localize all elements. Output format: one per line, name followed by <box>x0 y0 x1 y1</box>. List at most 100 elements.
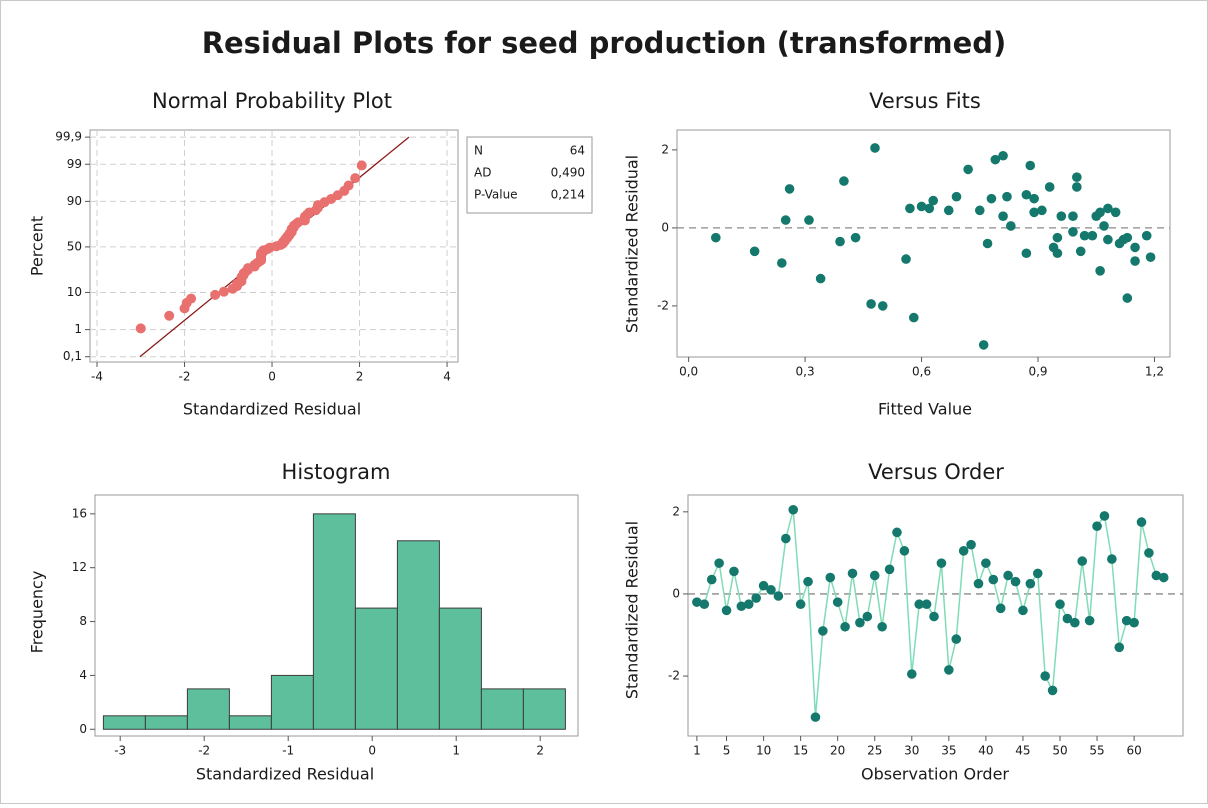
point <box>835 236 845 247</box>
point <box>1130 242 1140 253</box>
point <box>944 665 954 675</box>
point <box>1068 211 1078 221</box>
point <box>958 546 969 556</box>
x-tick-label: 10 <box>756 744 771 758</box>
subplot-title: Histogram <box>282 460 391 484</box>
point <box>751 593 761 603</box>
point <box>1029 193 1039 204</box>
stat-name: N <box>474 144 483 158</box>
point <box>1040 671 1050 681</box>
point <box>877 301 888 311</box>
point <box>1025 578 1036 589</box>
y-tick-label: 99,9 <box>55 130 82 144</box>
point <box>1141 230 1152 241</box>
point <box>810 712 821 722</box>
point <box>905 203 915 214</box>
x-tick-label: 0 <box>368 744 376 758</box>
point <box>1072 172 1082 182</box>
x-tick-label: 15 <box>793 744 808 758</box>
x-tick-label: -2 <box>198 744 210 758</box>
point <box>164 310 175 321</box>
point <box>974 205 985 216</box>
x-axis-label: Standardized Residual <box>183 400 361 419</box>
y-tick-label: 8 <box>79 614 87 628</box>
x-tick-label: 50 <box>1052 744 1067 758</box>
point <box>921 599 932 610</box>
point <box>729 566 739 577</box>
point <box>1158 572 1169 583</box>
point <box>855 617 865 628</box>
y-tick-label: -2 <box>668 669 680 683</box>
point <box>777 258 787 268</box>
point <box>1055 599 1065 610</box>
x-axis-label: Fitted Value <box>878 400 972 419</box>
stat-value: 64 <box>570 144 585 158</box>
point <box>1056 211 1067 221</box>
bar <box>396 540 440 730</box>
point <box>1130 256 1140 266</box>
bar <box>270 674 314 730</box>
point <box>847 568 858 579</box>
point <box>899 546 910 556</box>
x-tick-label: 45 <box>1015 744 1030 758</box>
point <box>804 215 814 225</box>
point <box>736 601 747 612</box>
bar <box>186 688 230 730</box>
y-tick-label: -2 <box>657 298 669 312</box>
point <box>1010 576 1021 587</box>
point <box>218 286 229 297</box>
point <box>866 299 876 309</box>
x-axis-label: Observation Order <box>861 765 1009 784</box>
point <box>815 273 826 284</box>
stat-name: P-Value <box>474 188 518 202</box>
point <box>766 585 776 595</box>
x-tick-label: -1 <box>282 744 294 758</box>
point <box>832 597 843 607</box>
y-tick-label: 10 <box>67 285 82 299</box>
point <box>1099 221 1109 231</box>
point <box>711 232 721 243</box>
point <box>990 154 1001 165</box>
x-tick-label: 35 <box>941 744 956 758</box>
x-tick-label: 0,0 <box>679 365 698 379</box>
x-tick-label: 0,3 <box>796 365 815 379</box>
x-tick-label: 1 <box>693 744 701 758</box>
point <box>1068 226 1078 237</box>
stats-box <box>466 136 593 214</box>
y-tick-label: 0,1 <box>63 349 82 363</box>
point <box>788 504 799 515</box>
point <box>1136 517 1147 527</box>
point <box>1103 203 1113 214</box>
y-tick-label: 0 <box>672 586 680 600</box>
point <box>978 340 989 350</box>
point <box>773 591 784 601</box>
x-tick-label: 40 <box>978 744 993 758</box>
point <box>924 203 935 214</box>
x-tick-label: 0 <box>268 370 276 384</box>
x-tick-label: 0,6 <box>912 365 931 379</box>
point <box>892 527 902 538</box>
point <box>1145 252 1156 262</box>
bar <box>144 715 188 730</box>
bar <box>354 607 398 730</box>
point <box>877 621 887 632</box>
y-tick-label: 99 <box>67 157 82 171</box>
point <box>1129 617 1139 628</box>
point <box>825 572 836 583</box>
point <box>862 611 873 622</box>
x-tick-label: 0,9 <box>1028 365 1047 379</box>
point <box>758 580 769 591</box>
subplot-title: Versus Order <box>868 460 1004 484</box>
point <box>1087 230 1098 241</box>
point <box>1032 568 1043 579</box>
y-axis-label: Percent <box>28 216 47 276</box>
point <box>982 238 993 249</box>
x-axis-label: Standardized Residual <box>196 765 374 784</box>
point <box>1107 554 1117 564</box>
point <box>986 193 997 204</box>
y-tick-label: 2 <box>672 504 680 518</box>
point <box>1121 615 1132 626</box>
point <box>818 626 828 636</box>
point <box>1006 221 1016 231</box>
